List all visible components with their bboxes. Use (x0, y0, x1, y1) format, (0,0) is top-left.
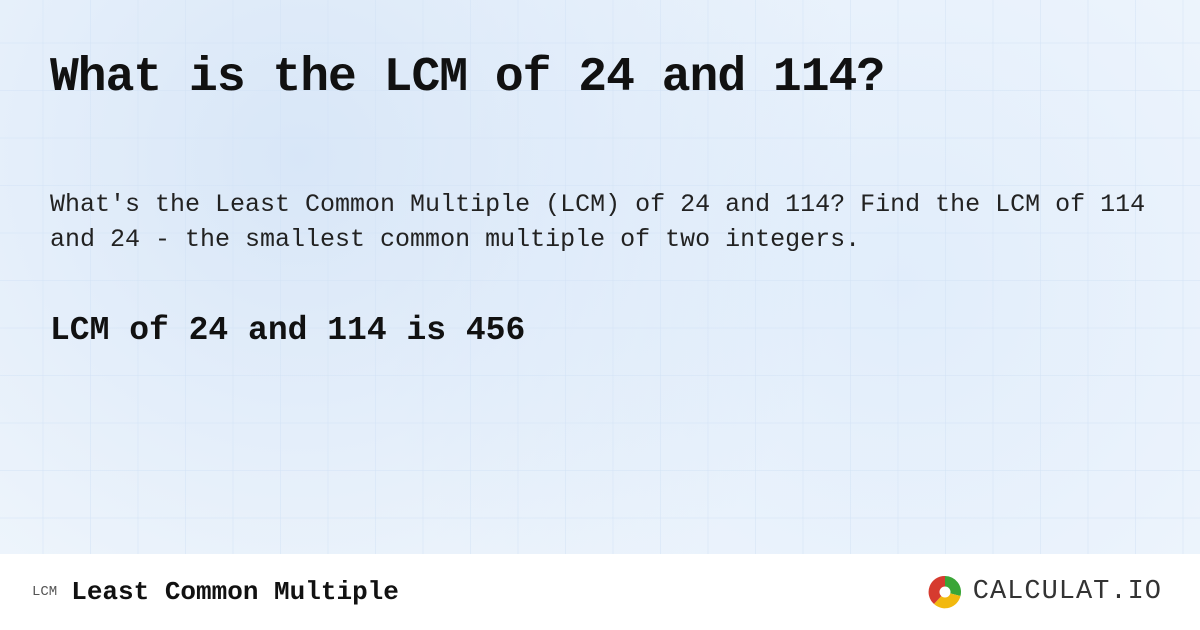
footer-bar: LCM Least Common Multiple CALCULAT.IO (0, 554, 1200, 630)
brand-logo-icon (927, 574, 963, 610)
brand-group: CALCULAT.IO (927, 574, 1162, 610)
brand-name: CALCULAT.IO (973, 577, 1162, 607)
answer-text: LCM of 24 and 114 is 456 (50, 312, 1150, 349)
main-content: What is the LCM of 24 and 114? What's th… (0, 0, 1200, 349)
description-text: What's the Least Common Multiple (LCM) o… (50, 187, 1150, 257)
lcm-badge: LCM (32, 584, 57, 600)
footer-left-group: LCM Least Common Multiple (32, 577, 399, 607)
page-title: What is the LCM of 24 and 114? (50, 52, 1150, 105)
footer-label: Least Common Multiple (71, 577, 399, 607)
